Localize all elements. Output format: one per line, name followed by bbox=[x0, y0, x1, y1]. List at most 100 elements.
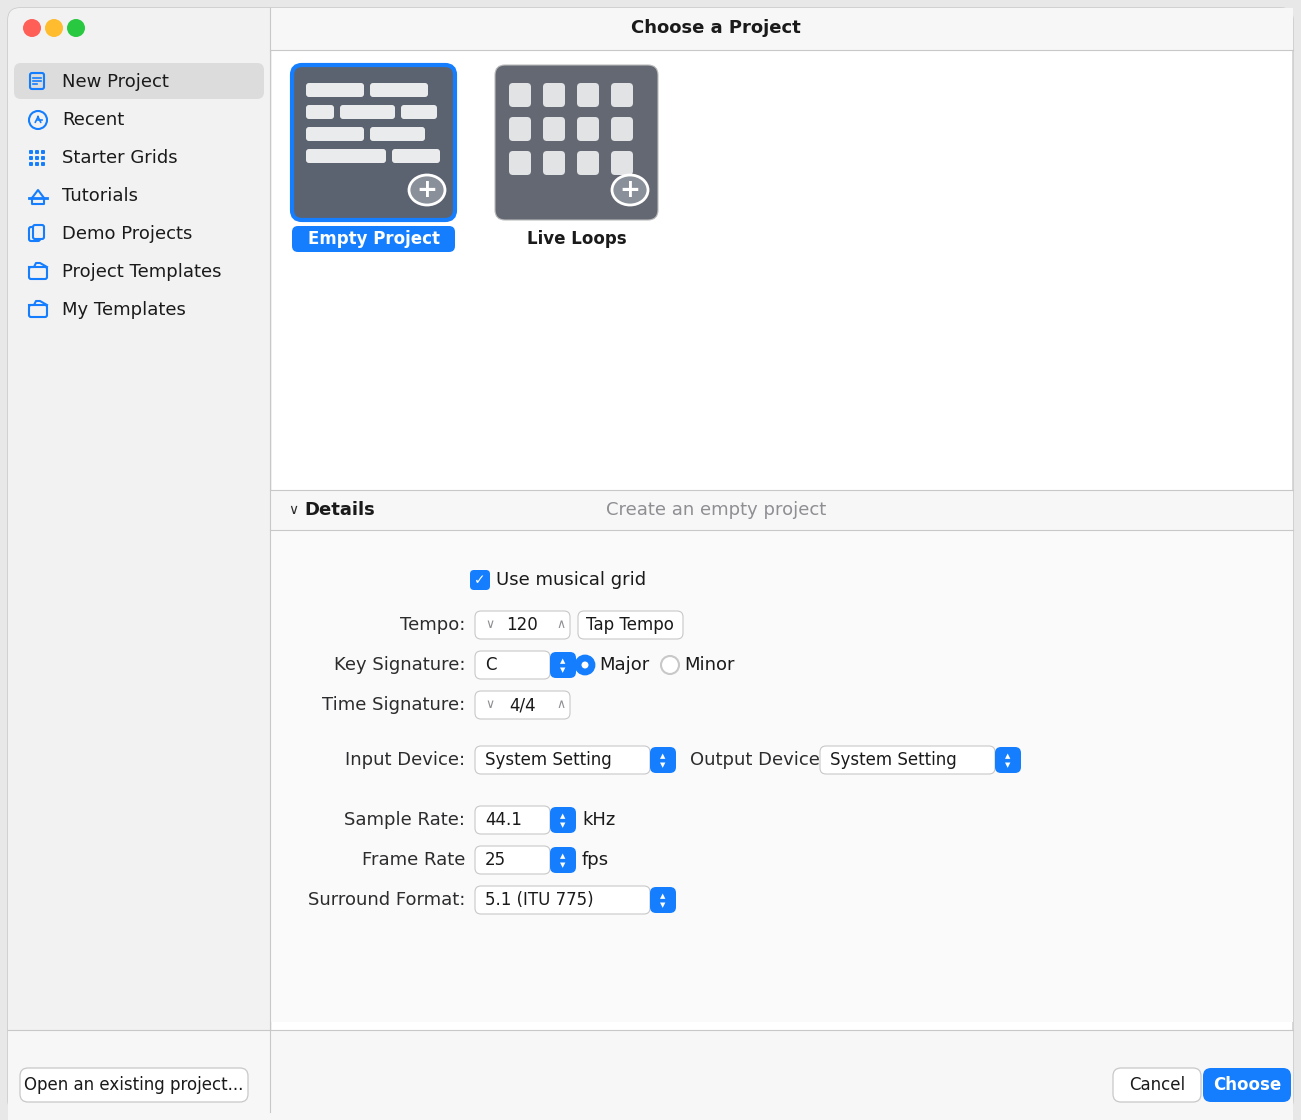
Ellipse shape bbox=[611, 175, 648, 205]
Text: Recent: Recent bbox=[62, 111, 125, 129]
FancyBboxPatch shape bbox=[35, 156, 39, 160]
FancyBboxPatch shape bbox=[543, 151, 565, 175]
FancyBboxPatch shape bbox=[475, 846, 550, 874]
Circle shape bbox=[582, 662, 588, 669]
FancyBboxPatch shape bbox=[401, 105, 437, 119]
FancyBboxPatch shape bbox=[578, 151, 598, 175]
Text: Live Loops: Live Loops bbox=[527, 230, 626, 248]
Ellipse shape bbox=[409, 175, 445, 205]
FancyBboxPatch shape bbox=[8, 1030, 1293, 1120]
Text: ∧: ∧ bbox=[556, 699, 565, 711]
FancyBboxPatch shape bbox=[33, 225, 44, 239]
Text: System Setting: System Setting bbox=[830, 752, 956, 769]
Text: Output Device:: Output Device: bbox=[690, 752, 826, 769]
Text: Choose a Project: Choose a Project bbox=[631, 19, 801, 37]
Text: Empty Project: Empty Project bbox=[307, 230, 440, 248]
FancyBboxPatch shape bbox=[578, 116, 598, 141]
Text: +: + bbox=[619, 178, 640, 202]
Text: System Setting: System Setting bbox=[485, 752, 611, 769]
FancyBboxPatch shape bbox=[42, 156, 46, 160]
Text: Input Device:: Input Device: bbox=[345, 752, 464, 769]
Text: Project Templates: Project Templates bbox=[62, 263, 221, 281]
FancyBboxPatch shape bbox=[475, 746, 650, 774]
Text: ▲: ▲ bbox=[561, 659, 566, 664]
Text: 5.1 (ITU 775): 5.1 (ITU 775) bbox=[485, 892, 593, 909]
FancyBboxPatch shape bbox=[340, 105, 396, 119]
Text: My Templates: My Templates bbox=[62, 301, 186, 319]
FancyBboxPatch shape bbox=[8, 8, 1293, 1112]
Text: Major: Major bbox=[598, 656, 649, 674]
FancyBboxPatch shape bbox=[291, 65, 455, 220]
Text: ▼: ▼ bbox=[661, 762, 666, 768]
FancyBboxPatch shape bbox=[369, 83, 428, 97]
Text: Cancel: Cancel bbox=[1129, 1076, 1185, 1094]
Text: Frame Rate: Frame Rate bbox=[362, 851, 464, 869]
FancyBboxPatch shape bbox=[820, 746, 995, 774]
Text: 44.1: 44.1 bbox=[485, 811, 522, 829]
FancyBboxPatch shape bbox=[392, 149, 440, 164]
FancyBboxPatch shape bbox=[578, 83, 598, 108]
FancyBboxPatch shape bbox=[550, 808, 576, 833]
Circle shape bbox=[46, 19, 62, 37]
Text: kHz: kHz bbox=[582, 811, 615, 829]
Text: Tempo:: Tempo: bbox=[399, 616, 464, 634]
FancyBboxPatch shape bbox=[650, 747, 677, 773]
FancyBboxPatch shape bbox=[509, 151, 531, 175]
FancyBboxPatch shape bbox=[29, 162, 33, 166]
FancyBboxPatch shape bbox=[475, 651, 550, 679]
Text: Create an empty project: Create an empty project bbox=[606, 501, 826, 519]
FancyBboxPatch shape bbox=[8, 1030, 1293, 1120]
Text: ▼: ▼ bbox=[561, 822, 566, 828]
FancyBboxPatch shape bbox=[543, 116, 565, 141]
FancyBboxPatch shape bbox=[475, 612, 570, 640]
FancyBboxPatch shape bbox=[8, 1030, 1293, 1070]
Text: 120: 120 bbox=[506, 616, 539, 634]
FancyBboxPatch shape bbox=[543, 83, 565, 108]
FancyBboxPatch shape bbox=[1112, 1068, 1201, 1102]
FancyBboxPatch shape bbox=[306, 83, 364, 97]
Text: Starter Grids: Starter Grids bbox=[62, 149, 178, 167]
Text: Surround Format:: Surround Format: bbox=[307, 892, 464, 909]
Text: ▼: ▼ bbox=[1006, 762, 1011, 768]
Text: ✓: ✓ bbox=[474, 573, 485, 587]
Text: ▲: ▲ bbox=[661, 753, 666, 759]
FancyBboxPatch shape bbox=[509, 83, 531, 108]
FancyBboxPatch shape bbox=[475, 691, 570, 719]
Text: Use musical grid: Use musical grid bbox=[496, 571, 647, 589]
FancyBboxPatch shape bbox=[475, 886, 650, 914]
FancyBboxPatch shape bbox=[271, 530, 1293, 1021]
FancyBboxPatch shape bbox=[578, 612, 683, 640]
FancyBboxPatch shape bbox=[550, 652, 576, 678]
Text: Details: Details bbox=[304, 501, 375, 519]
FancyBboxPatch shape bbox=[271, 8, 1293, 50]
Text: Demo Projects: Demo Projects bbox=[62, 225, 193, 243]
FancyBboxPatch shape bbox=[650, 887, 677, 913]
FancyBboxPatch shape bbox=[271, 8, 1293, 50]
FancyBboxPatch shape bbox=[8, 8, 271, 1112]
FancyBboxPatch shape bbox=[494, 65, 658, 220]
Text: 25: 25 bbox=[485, 851, 506, 869]
FancyBboxPatch shape bbox=[35, 162, 39, 166]
FancyBboxPatch shape bbox=[42, 150, 46, 155]
Text: Sample Rate:: Sample Rate: bbox=[343, 811, 464, 829]
FancyBboxPatch shape bbox=[35, 150, 39, 155]
Text: ▼: ▼ bbox=[561, 862, 566, 868]
FancyBboxPatch shape bbox=[20, 1068, 248, 1102]
FancyBboxPatch shape bbox=[995, 747, 1021, 773]
Text: 4/4: 4/4 bbox=[509, 696, 536, 715]
FancyBboxPatch shape bbox=[271, 491, 1293, 530]
Text: Tutorials: Tutorials bbox=[62, 187, 138, 205]
FancyBboxPatch shape bbox=[475, 806, 550, 834]
FancyBboxPatch shape bbox=[139, 8, 272, 1112]
Text: Tap Tempo: Tap Tempo bbox=[585, 616, 674, 634]
FancyBboxPatch shape bbox=[611, 116, 634, 141]
FancyBboxPatch shape bbox=[611, 151, 634, 175]
Text: Minor: Minor bbox=[684, 656, 735, 674]
Text: ∨: ∨ bbox=[288, 503, 298, 517]
FancyBboxPatch shape bbox=[306, 105, 334, 119]
Text: Choose: Choose bbox=[1213, 1076, 1281, 1094]
Text: ∨: ∨ bbox=[485, 699, 494, 711]
FancyBboxPatch shape bbox=[14, 63, 264, 99]
FancyBboxPatch shape bbox=[271, 28, 1293, 50]
Text: Open an existing project...: Open an existing project... bbox=[25, 1076, 243, 1094]
